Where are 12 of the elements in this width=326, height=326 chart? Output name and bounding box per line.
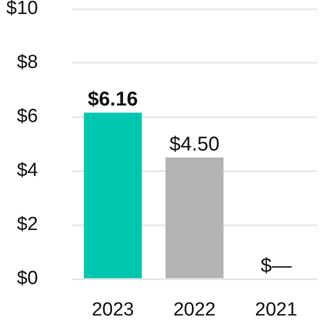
x-tick-label: 2022 [173, 300, 216, 321]
y-tick-label: $4 [16, 160, 38, 182]
x-tick-label: 2021 [255, 300, 298, 321]
y-tick-label: $2 [16, 214, 38, 236]
y-tick-label: $8 [16, 52, 38, 74]
y-tick-label: $0 [16, 268, 38, 290]
y-tick-label: $6 [16, 106, 38, 128]
data-label: $6.16 [88, 88, 138, 111]
data-label: $4.50 [169, 134, 220, 156]
y-tick-label: $10 [6, 0, 38, 20]
data-label: $— [260, 255, 292, 277]
x-tick-label: 2023 [92, 300, 134, 321]
